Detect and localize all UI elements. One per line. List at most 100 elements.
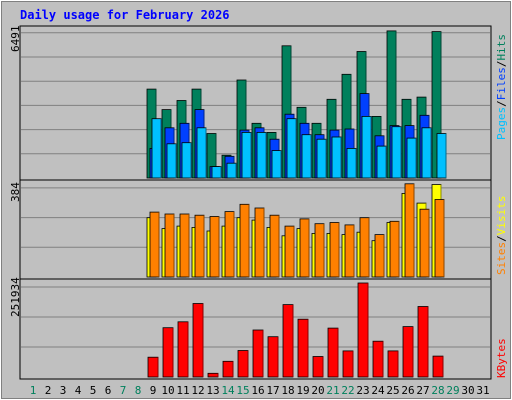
bar-pages-day-24 xyxy=(376,145,387,179)
bar-sites-day-13 xyxy=(209,216,220,278)
x-tick-label-3: 3 xyxy=(60,384,67,397)
x-tick-label-13: 13 xyxy=(206,384,219,397)
bar-pages-day-25 xyxy=(391,126,402,179)
bar-kbytes-day-10 xyxy=(162,327,174,378)
x-tick-label-9: 9 xyxy=(150,384,157,397)
bar-kbytes-day-23 xyxy=(357,282,369,378)
x-tick-label-18: 18 xyxy=(281,384,294,397)
panel-max-label: 6491 xyxy=(9,26,22,53)
bar-kbytes-day-15 xyxy=(237,350,249,378)
bar-sites-day-15 xyxy=(239,203,250,278)
x-tick-label-10: 10 xyxy=(161,384,174,397)
bar-kbytes-day-20 xyxy=(312,356,324,378)
x-tick-label-30: 30 xyxy=(461,384,474,397)
bar-sites-day-11 xyxy=(179,213,190,278)
x-tick-label-26: 26 xyxy=(401,384,414,397)
x-tick-label-8: 8 xyxy=(135,384,142,397)
legend-entry: / xyxy=(495,61,508,68)
legend-entry: / xyxy=(495,235,508,242)
x-tick-label-19: 19 xyxy=(296,384,309,397)
bar-sites-day-21 xyxy=(329,222,340,278)
bar-kbytes-day-16 xyxy=(252,329,264,378)
x-tick-label-7: 7 xyxy=(120,384,127,397)
x-tick-label-27: 27 xyxy=(416,384,429,397)
bar-kbytes-day-26 xyxy=(402,326,414,378)
panel-bars xyxy=(146,30,447,179)
x-tick-label-6: 6 xyxy=(105,384,112,397)
x-tick-label-1: 1 xyxy=(30,384,37,397)
x-tick-label-28: 28 xyxy=(431,384,444,397)
x-tick-label-11: 11 xyxy=(176,384,189,397)
legend-entry: / xyxy=(495,100,508,107)
x-tick-label-5: 5 xyxy=(90,384,97,397)
bar-pages-day-20 xyxy=(316,138,327,179)
x-tick-label-29: 29 xyxy=(446,384,459,397)
bar-pages-day-28 xyxy=(436,133,447,179)
x-tick-label-15: 15 xyxy=(236,384,249,397)
x-tick-label-31: 31 xyxy=(476,384,489,397)
bar-kbytes-day-17 xyxy=(267,336,279,378)
bar-sites-day-20 xyxy=(314,223,325,278)
legend-text: Sites/Visits xyxy=(495,196,508,276)
bar-pages-day-26 xyxy=(406,137,417,179)
bar-pages-day-19 xyxy=(301,134,312,179)
bar-kbytes-day-18 xyxy=(282,304,294,378)
bar-pages-day-15 xyxy=(241,131,252,179)
legend-entry: Sites xyxy=(495,242,508,275)
bar-sites-day-27 xyxy=(419,208,430,278)
bar-kbytes-day-14 xyxy=(222,360,234,378)
x-tick-label-21: 21 xyxy=(326,384,339,397)
bar-sites-day-9 xyxy=(149,211,160,278)
chart-title: Daily usage for February 2026 xyxy=(20,8,230,22)
panel-visits-sites: 384 Sites/Visits xyxy=(9,179,508,280)
legend-text: Pages/Files/Hits xyxy=(495,34,508,140)
x-tick-label-20: 20 xyxy=(311,384,324,397)
bar-sites-day-16 xyxy=(254,207,265,278)
bar-sites-day-28 xyxy=(434,199,445,278)
bar-sites-day-12 xyxy=(194,214,205,278)
panel-bars xyxy=(146,183,445,278)
panel-hits-files-pages: 6491 Pages/Files/Hits xyxy=(9,25,508,181)
bar-pages-day-21 xyxy=(331,136,342,179)
bar-kbytes-day-19 xyxy=(297,318,309,378)
panel-legend: KBytes xyxy=(495,338,508,378)
bar-sites-day-18 xyxy=(284,225,295,278)
x-tick-label-2: 2 xyxy=(45,384,52,397)
legend-text: KBytes xyxy=(495,338,508,378)
panel-max-label: 251934 xyxy=(9,277,22,317)
x-tick-label-4: 4 xyxy=(75,384,82,397)
x-tick-label-24: 24 xyxy=(371,384,385,397)
legend-entry: Pages xyxy=(495,107,508,140)
panel-max-label: 384 xyxy=(9,182,22,202)
bar-kbytes-day-28 xyxy=(432,355,444,378)
x-tick-label-16: 16 xyxy=(251,384,264,397)
x-tick-label-12: 12 xyxy=(191,384,204,397)
x-tick-label-22: 22 xyxy=(341,384,354,397)
panel-legend: Sites/Visits xyxy=(495,196,508,276)
x-tick-label-25: 25 xyxy=(386,384,399,397)
bar-pages-day-9 xyxy=(151,118,162,179)
bar-pages-day-16 xyxy=(256,131,267,179)
x-axis-labels: 1 2 3 4 5 6 7 8 9 10 11 12 13 14 15 16 17 18 19 20 21 22 23 24 2… xyxy=(30,384,490,397)
bar-sites-day-25 xyxy=(389,220,400,278)
panel-bars xyxy=(147,282,444,378)
bar-pages-day-12 xyxy=(196,127,207,179)
bar-sites-day-23 xyxy=(359,217,370,278)
bar-pages-day-14 xyxy=(226,162,237,179)
bar-pages-day-11 xyxy=(181,142,192,179)
bar-sites-day-24 xyxy=(374,234,385,278)
bar-sites-day-26 xyxy=(404,183,415,278)
bar-pages-day-22 xyxy=(346,147,357,179)
bar-kbytes-day-12 xyxy=(192,303,204,378)
bar-kbytes-day-9 xyxy=(147,356,159,378)
bar-kbytes-day-22 xyxy=(342,350,354,378)
bar-kbytes-day-11 xyxy=(177,321,189,378)
bar-kbytes-day-27 xyxy=(417,306,429,378)
bar-pages-day-17 xyxy=(271,150,282,179)
bar-kbytes-day-21 xyxy=(327,327,339,378)
bar-kbytes-day-13 xyxy=(207,372,219,378)
x-tick-label-17: 17 xyxy=(266,384,279,397)
legend-entry: Visits xyxy=(495,196,508,236)
